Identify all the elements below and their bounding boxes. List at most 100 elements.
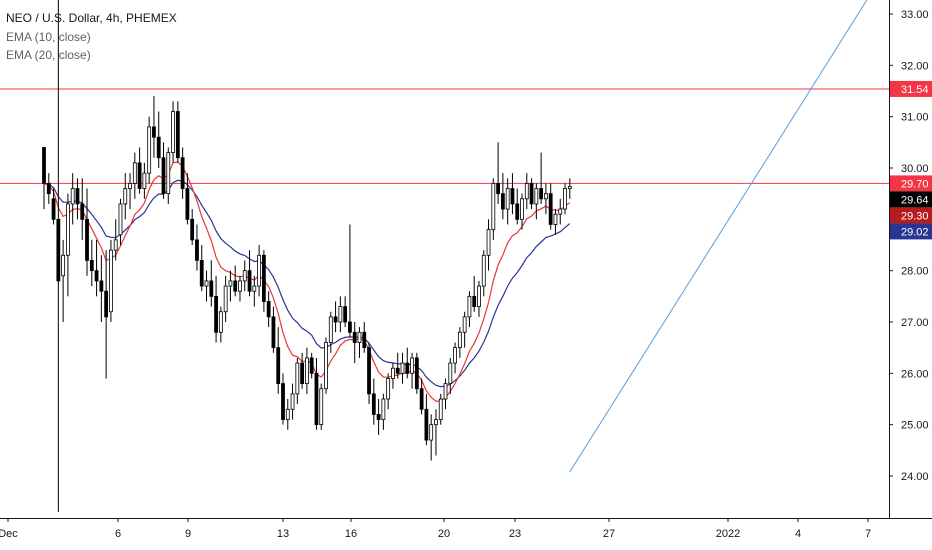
candle-body[interactable] xyxy=(319,388,324,426)
candle-body[interactable] xyxy=(457,331,462,349)
candle-body[interactable] xyxy=(199,259,204,287)
candle-body[interactable] xyxy=(252,285,257,292)
candle-body[interactable] xyxy=(185,188,190,220)
candle-body[interactable] xyxy=(171,111,175,153)
candle-body[interactable] xyxy=(553,213,558,225)
candle-body[interactable] xyxy=(89,259,94,272)
candle-body[interactable] xyxy=(510,188,515,205)
candle-body[interactable] xyxy=(371,393,376,415)
candle-body[interactable] xyxy=(247,270,252,292)
candle-body[interactable] xyxy=(242,270,247,282)
candle-body[interactable] xyxy=(486,229,491,256)
candle-body[interactable] xyxy=(46,182,51,195)
candle-body[interactable] xyxy=(66,203,70,256)
candle-body[interactable] xyxy=(80,203,85,220)
candle-body[interactable] xyxy=(548,193,553,225)
candle-body[interactable] xyxy=(209,280,214,297)
candle-body[interactable] xyxy=(424,408,429,441)
candle-body[interactable] xyxy=(500,193,505,210)
candle-body[interactable] xyxy=(357,331,362,343)
candle-body[interactable] xyxy=(481,254,486,287)
candle-body[interactable] xyxy=(161,157,166,195)
candle-body[interactable] xyxy=(505,188,510,210)
candle-body[interactable] xyxy=(496,182,501,195)
candle-body[interactable] xyxy=(142,172,147,189)
candle-body[interactable] xyxy=(405,362,410,374)
candle-body[interactable] xyxy=(75,188,80,205)
candle-body[interactable] xyxy=(290,393,295,410)
candle-body[interactable] xyxy=(453,347,457,364)
candle-body[interactable] xyxy=(300,362,305,385)
candle-body[interactable] xyxy=(137,162,142,189)
candle-body[interactable] xyxy=(104,290,109,318)
candle-body[interactable] xyxy=(285,408,290,420)
candle-body[interactable] xyxy=(113,239,118,251)
candle-body[interactable] xyxy=(558,208,563,215)
candle-body[interactable] xyxy=(534,188,539,205)
candle-body[interactable] xyxy=(190,218,195,241)
candle-body[interactable] xyxy=(434,419,438,426)
candle-body[interactable] xyxy=(61,254,66,277)
candle-body[interactable] xyxy=(70,188,75,205)
candle-body[interactable] xyxy=(94,270,99,282)
candle-body[interactable] xyxy=(520,198,524,220)
candle-body[interactable] xyxy=(233,280,238,292)
candle-body[interactable] xyxy=(467,295,472,318)
candle-body[interactable] xyxy=(152,126,156,138)
candle-body[interactable] xyxy=(515,203,520,220)
candle-body[interactable] xyxy=(443,383,448,400)
candle-body[interactable] xyxy=(51,198,56,220)
candle-body[interactable] xyxy=(314,372,319,426)
candle-body[interactable] xyxy=(367,347,371,395)
candle-body[interactable] xyxy=(391,367,395,379)
candle-body[interactable] xyxy=(128,182,132,189)
candle-body[interactable] xyxy=(524,182,529,200)
candle-body[interactable] xyxy=(362,331,367,349)
candle-body[interactable] xyxy=(544,193,548,200)
candle-body[interactable] xyxy=(352,331,357,343)
candle-body[interactable] xyxy=(85,218,89,261)
candle-body[interactable] xyxy=(414,357,419,390)
candle-body[interactable] xyxy=(348,321,352,333)
candle-body[interactable] xyxy=(324,342,328,390)
candle-body[interactable] xyxy=(261,254,266,302)
candle-body[interactable] xyxy=(266,301,271,318)
candle-body[interactable] xyxy=(491,182,496,230)
candle-body[interactable] xyxy=(132,162,137,184)
candle-body[interactable] xyxy=(99,280,104,292)
candle-body[interactable] xyxy=(419,388,424,410)
candle-body[interactable] xyxy=(529,182,534,205)
trend-line[interactable] xyxy=(569,0,868,473)
candle-body[interactable] xyxy=(438,398,443,420)
candle-body[interactable] xyxy=(304,357,309,384)
candle-body[interactable] xyxy=(472,295,477,308)
candle-body[interactable] xyxy=(218,311,223,333)
candle-body[interactable] xyxy=(295,362,300,395)
candle-body[interactable] xyxy=(395,367,400,374)
candle-body[interactable] xyxy=(539,188,544,200)
candle-body[interactable] xyxy=(386,378,391,400)
candle-body[interactable] xyxy=(462,316,467,333)
candle-body[interactable] xyxy=(343,306,348,323)
candle-body[interactable] xyxy=(147,126,152,174)
candle-body[interactable] xyxy=(276,347,281,384)
candle-body[interactable] xyxy=(410,357,414,374)
candle-body[interactable] xyxy=(175,111,180,159)
candle-body[interactable] xyxy=(309,357,314,374)
candle-body[interactable] xyxy=(257,254,262,287)
candle-body[interactable] xyxy=(156,136,161,159)
candle-body[interactable] xyxy=(567,186,572,189)
candle-body[interactable] xyxy=(271,316,276,349)
candle-body[interactable] xyxy=(400,362,405,374)
candle-body[interactable] xyxy=(333,316,338,323)
candle-body[interactable] xyxy=(204,280,209,287)
candle-body[interactable] xyxy=(223,285,228,313)
candle-body[interactable] xyxy=(42,147,46,184)
candle-body[interactable] xyxy=(448,362,453,385)
candle-body[interactable] xyxy=(338,306,343,323)
candle-body[interactable] xyxy=(56,218,61,282)
candle-body[interactable] xyxy=(563,188,567,210)
candle-body[interactable] xyxy=(228,280,233,287)
